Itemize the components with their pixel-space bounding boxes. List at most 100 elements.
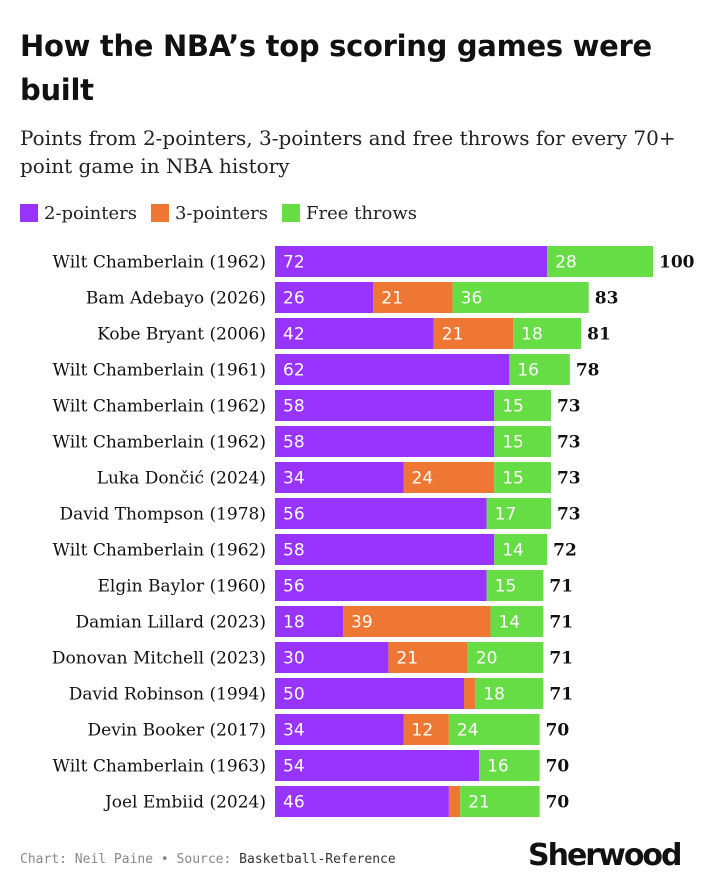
bar-total-label: 71 (549, 577, 573, 597)
bar-total-label: 83 (595, 289, 619, 309)
category-label: David Thompson (1978) (60, 505, 266, 525)
legend-label-3-pointers: 3-pointers (174, 202, 268, 224)
bar-value-label-2pt: 62 (283, 361, 305, 381)
bar-segment-ft (479, 750, 540, 781)
bar-value-label-2pt: 42 (283, 325, 305, 345)
bar-value-label-ft: 36 (461, 289, 483, 309)
bar-value-label-3pt: 21 (396, 649, 418, 669)
bar-value-label-3pt: 21 (442, 325, 464, 345)
bar-total-label: 73 (557, 397, 581, 417)
bar-value-label-3pt: 24 (412, 469, 434, 489)
bar-segment-ft (486, 570, 544, 601)
bar-value-label-ft: 20 (476, 649, 498, 669)
bar-total-label: 73 (557, 469, 581, 489)
bar-total-label: 71 (549, 613, 573, 633)
bar-segment-2pt (275, 246, 548, 277)
bar-segment-2pt (275, 570, 487, 601)
legend-item-3-pointers: 3-pointers (150, 202, 268, 224)
bar-segment-ft (467, 642, 544, 673)
bar-segment-ft (475, 678, 544, 709)
footer-separator: • (160, 852, 169, 867)
category-label: Wilt Chamberlain (1962) (53, 253, 266, 273)
bar-total-label: 70 (546, 757, 570, 777)
category-label: Wilt Chamberlain (1962) (53, 541, 266, 561)
bar-value-label-2pt: 50 (283, 685, 305, 705)
bar-segment-ft (486, 498, 551, 529)
category-label: Wilt Chamberlain (1962) (53, 433, 266, 453)
legend-item-2-pointers: 2-pointers (20, 203, 137, 224)
bar-segment-ft (452, 282, 589, 313)
bar-total-label: 70 (546, 793, 570, 813)
legend-label-free-throws: Free throws (305, 202, 418, 224)
bar-segment-3pt (388, 642, 468, 673)
bar-value-label-2pt: 18 (283, 613, 305, 633)
bar-segment-2pt (275, 498, 487, 529)
bar-value-label-ft: 17 (495, 505, 517, 525)
bar-segment-ft (513, 318, 582, 349)
bar-segment-3pt (433, 318, 514, 349)
bar-total-label: 71 (549, 685, 573, 705)
bar-value-label-2pt: 56 (283, 577, 305, 597)
bar-total-label: 81 (587, 325, 611, 345)
bar-segment-2pt (275, 462, 404, 493)
bar-total-label: 73 (557, 433, 581, 453)
bar-segment-2pt (275, 390, 495, 421)
bar-value-label-ft: 15 (495, 577, 517, 597)
bar-segment-ft (448, 714, 540, 745)
bar-segment-2pt (275, 282, 374, 313)
chart-title: How the NBA’s top scoring games were bui… (20, 29, 652, 107)
bar-total-label: 100 (659, 253, 695, 273)
bar-value-label-2pt: 34 (283, 721, 305, 741)
category-label: Luka Dončić (2024) (97, 469, 266, 489)
bar-segment-3pt (403, 462, 495, 493)
bar-value-label-2pt: 58 (283, 541, 305, 561)
bar-segment-ft (490, 606, 544, 637)
category-label: Wilt Chamberlain (1962) (53, 397, 266, 417)
category-label: Donovan Mitchell (2023) (52, 649, 266, 669)
bar-value-label-ft: 21 (468, 793, 490, 813)
bar-value-label-2pt: 58 (283, 433, 305, 453)
bar-segment-ft (494, 534, 548, 565)
bar-value-label-ft: 16 (487, 757, 509, 777)
bar-value-label-ft: 14 (502, 541, 524, 561)
bar-segment-ft (494, 390, 551, 421)
bar-value-label-ft: 28 (555, 253, 577, 273)
legend-label-2-pointers: 2-pointers (44, 202, 137, 224)
bar-segment-2pt (275, 750, 480, 781)
bar-total-label: 72 (553, 541, 577, 561)
bar-value-label-ft: 15 (502, 397, 524, 417)
legend-swatch-3-pointers (150, 204, 169, 222)
legend-swatch-free-throws (281, 204, 300, 222)
bar-total-label: 71 (549, 649, 573, 669)
bar-value-label-2pt: 26 (283, 289, 305, 309)
bar-segment-2pt (275, 714, 404, 745)
chart-legend: 2-pointers 3-pointers Free throws (20, 200, 431, 226)
bar-segment-3pt (403, 714, 449, 745)
bar-value-label-3pt: 12 (412, 721, 434, 741)
bar-value-label-2pt: 54 (283, 757, 305, 777)
bar-total-label: 73 (557, 505, 581, 525)
category-label: Bam Adebayo (2026) (86, 289, 266, 309)
chart-footer: Chart: Neil Paine • Source: Basketball-R… (20, 852, 396, 867)
bar-segment-2pt (275, 642, 389, 673)
category-label: Wilt Chamberlain (1961) (53, 361, 266, 381)
bar-value-label-ft: 16 (517, 361, 539, 381)
bar-segment-ft (547, 246, 653, 277)
source-name: Basketball-Reference (239, 852, 396, 867)
bar-value-label-ft: 24 (457, 721, 479, 741)
bar-value-label-ft: 18 (483, 685, 505, 705)
category-label: Damian Lillard (2023) (76, 613, 267, 633)
category-label: Devin Booker (2017) (88, 721, 266, 741)
bar-value-label-2pt: 30 (283, 649, 305, 669)
bar-value-label-ft: 15 (502, 433, 524, 453)
bar-value-label-ft: 14 (498, 613, 520, 633)
category-label: Wilt Chamberlain (1963) (53, 757, 266, 777)
bar-value-label-ft: 18 (521, 325, 543, 345)
category-label: Kobe Bryant (2006) (97, 325, 266, 345)
legend-item-free-throws: Free throws (281, 202, 418, 224)
bar-value-label-ft: 15 (502, 469, 524, 489)
bar-segment-3pt (373, 282, 453, 313)
chart-subtitle: Points from 2-pointers, 3-pointers and f… (20, 126, 676, 178)
bar-segment-2pt (275, 354, 510, 385)
